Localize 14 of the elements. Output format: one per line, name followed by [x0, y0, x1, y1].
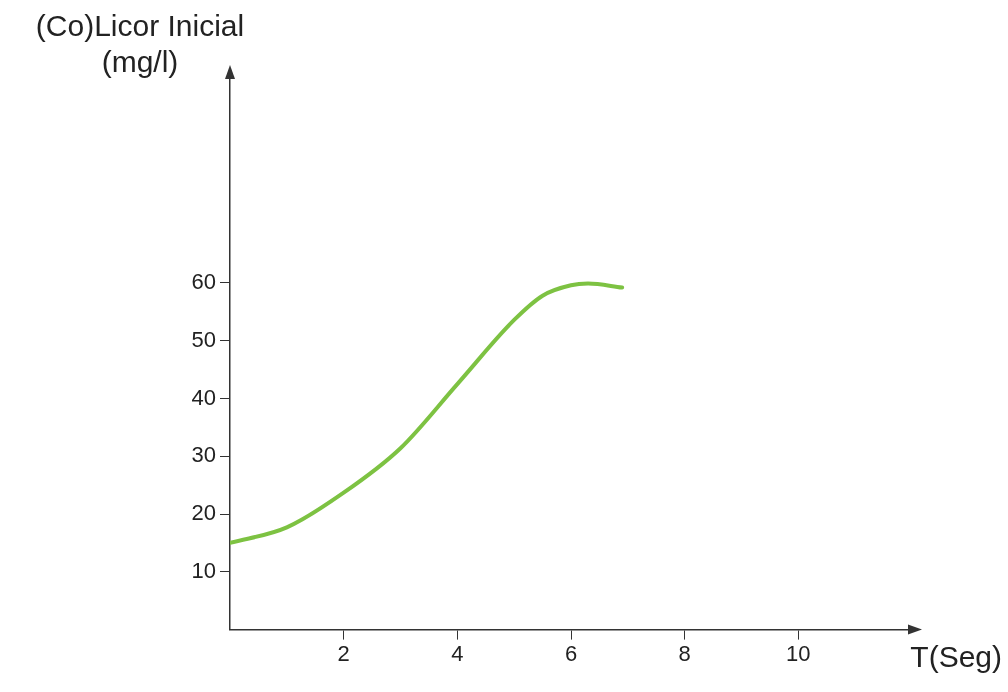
y-tick-label: 50: [191, 326, 216, 352]
x-tick-label: 6: [564, 640, 578, 666]
x-axis-title: T(Seg): [910, 640, 1002, 674]
x-tick-label: 8: [678, 640, 691, 666]
x-tick-label: 4: [451, 640, 464, 666]
y-tick-label: 10: [191, 557, 216, 583]
line-series: [230, 281, 625, 545]
y-axis-title: (Co)Licor Inicial (mg/l): [34, 8, 246, 80]
y-tick-label: 40: [191, 384, 216, 410]
y-tick-label: 30: [191, 442, 216, 468]
x-tick-label: 10: [786, 640, 811, 666]
x-tick-label: 2: [337, 640, 350, 666]
y-tick-label: 20: [191, 500, 216, 526]
y-tick-label: 60: [191, 269, 216, 295]
